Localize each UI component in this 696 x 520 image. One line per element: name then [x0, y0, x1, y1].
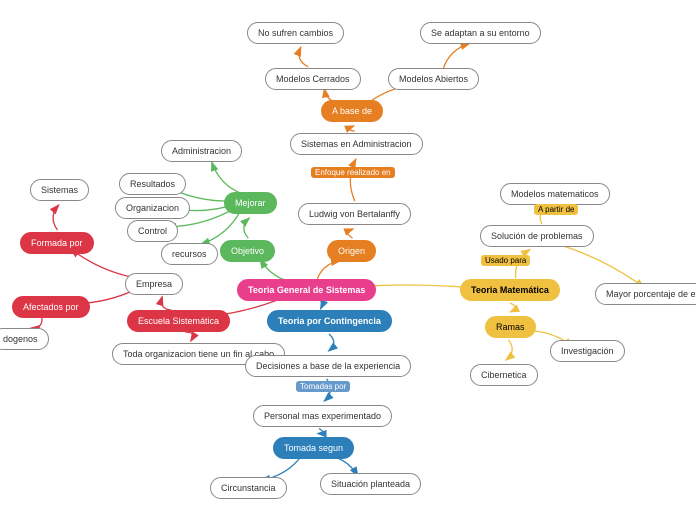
edge [549, 242, 645, 288]
concept-node[interactable]: Tomada segun [273, 437, 354, 459]
concept-node[interactable]: Afectados por [12, 296, 90, 318]
edge [314, 300, 322, 309]
concept-node[interactable]: dogenos [0, 328, 49, 350]
edge-label: Enfoque realizado en [311, 167, 395, 178]
concept-node[interactable]: Cibernetica [470, 364, 538, 386]
concept-node[interactable]: Modelos matematicos [500, 183, 610, 205]
concept-node[interactable]: Solución de problemas [480, 225, 594, 247]
edge [185, 332, 192, 341]
concept-node[interactable]: Mayor porcentaje de exito [595, 283, 696, 305]
concept-node[interactable]: Teoria General de Sistemas [237, 279, 376, 301]
concept-node[interactable]: Mejorar [224, 192, 277, 214]
edge [318, 429, 324, 434]
edge [329, 334, 334, 351]
concept-node[interactable]: Control [127, 220, 178, 242]
edge [350, 159, 356, 201]
edge [31, 316, 42, 328]
concept-node[interactable]: Organizacion [115, 197, 190, 219]
concept-node[interactable]: Investigación [550, 340, 625, 362]
concept-node[interactable]: Se adaptan a su entorno [420, 22, 541, 44]
concept-node[interactable]: Resultados [119, 173, 186, 195]
concept-node[interactable]: Sistemas [30, 179, 89, 201]
edge [506, 340, 512, 360]
edge [348, 229, 353, 238]
edge [244, 218, 250, 238]
concept-node[interactable]: A base de [321, 100, 383, 122]
concept-node[interactable]: Ramas [485, 316, 536, 338]
concept-node[interactable]: Modelos Cerrados [265, 68, 361, 90]
concept-node[interactable]: Objetivo [220, 240, 275, 262]
edge [349, 126, 354, 131]
concept-node[interactable]: Teoria Matemática [460, 279, 560, 301]
concept-node[interactable]: Modelos Abiertos [388, 68, 479, 90]
edge [443, 44, 470, 70]
concept-node[interactable]: Origen [327, 240, 376, 262]
edge [299, 47, 308, 67]
concept-node[interactable]: Decisiones a base de la experiencia [245, 355, 411, 377]
concept-node[interactable]: Sistemas en Administracion [290, 133, 423, 155]
concept-node[interactable]: Ludwig von Bertalanffy [298, 203, 411, 225]
concept-node[interactable]: Teoria por Contingencia [267, 310, 392, 332]
concept-node[interactable]: No sufren cambios [247, 22, 344, 44]
concept-node[interactable]: recursos [161, 243, 218, 265]
concept-node[interactable]: Formada por [20, 232, 94, 254]
edge [510, 303, 515, 312]
edge-label: Tomadas por [296, 381, 350, 392]
edge [53, 205, 59, 230]
concept-node[interactable]: Situación planteada [320, 473, 421, 495]
concept-node[interactable]: Personal mas experimentado [253, 405, 392, 427]
concept-node[interactable]: Administracion [161, 140, 242, 162]
edge [161, 297, 171, 311]
edge [212, 162, 242, 194]
concept-node[interactable]: Empresa [125, 273, 183, 295]
edge-label: A partir de [534, 204, 578, 215]
concept-node[interactable]: Escuela Sistemática [127, 310, 230, 332]
concept-node[interactable]: Circunstancia [210, 477, 287, 499]
edge-label: Usado para [481, 255, 530, 266]
